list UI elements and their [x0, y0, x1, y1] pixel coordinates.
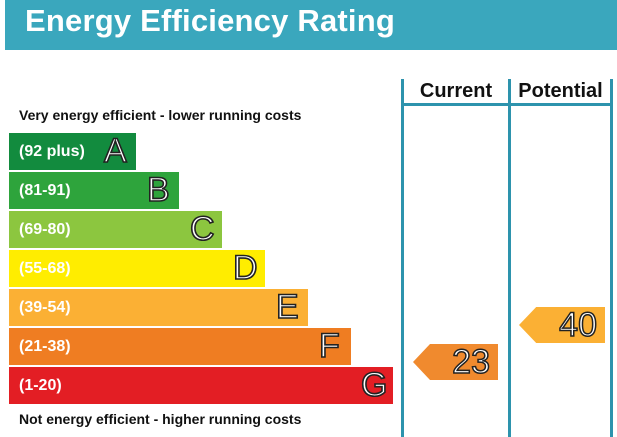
current-rating-value: 23: [451, 343, 490, 381]
band-range-label: (81-91): [19, 182, 71, 199]
header-underline: [401, 103, 613, 106]
band-range-label: (92 plus): [19, 143, 85, 160]
band-e: (39-54) E: [9, 287, 308, 327]
band-letter: G: [360, 365, 388, 405]
caption-inefficient: Not energy efficient - higher running co…: [19, 411, 302, 427]
current-rating-arrow: 23: [413, 344, 498, 380]
divider-right: [610, 79, 613, 437]
band-letter: F: [318, 326, 340, 366]
chart-title: Energy Efficiency Rating: [25, 3, 396, 38]
current-column-header: Current: [419, 80, 493, 102]
band-range-label: (55-68): [19, 260, 71, 277]
band-letter: A: [103, 131, 127, 171]
band-f: (21-38) F: [9, 326, 351, 366]
band-range-label: (39-54): [19, 299, 71, 316]
potential-rating-value: 40: [558, 306, 597, 344]
band-c: (69-80) C: [9, 209, 222, 249]
band-b: (81-91) B: [9, 170, 179, 210]
divider-middle: [508, 79, 511, 437]
band-g: (1-20) G: [9, 365, 393, 405]
band-letter: B: [146, 170, 170, 210]
band-range-label: (69-80): [19, 221, 71, 238]
band-letter: E: [275, 287, 299, 327]
potential-rating-arrow: 40: [519, 307, 605, 343]
band-a: (92 plus) A: [9, 131, 136, 171]
band-letter: C: [189, 209, 215, 249]
title-bar: Energy Efficiency Rating: [5, 0, 617, 50]
potential-column-header: Potential: [518, 80, 603, 102]
band-range-label: (21-38): [19, 338, 71, 355]
band-range-label: (1-20): [19, 377, 62, 394]
band-d: (55-68) D: [9, 248, 265, 288]
band-letter: D: [232, 248, 258, 288]
divider-left: [401, 79, 404, 437]
caption-efficient: Very energy efficient - lower running co…: [19, 107, 302, 123]
